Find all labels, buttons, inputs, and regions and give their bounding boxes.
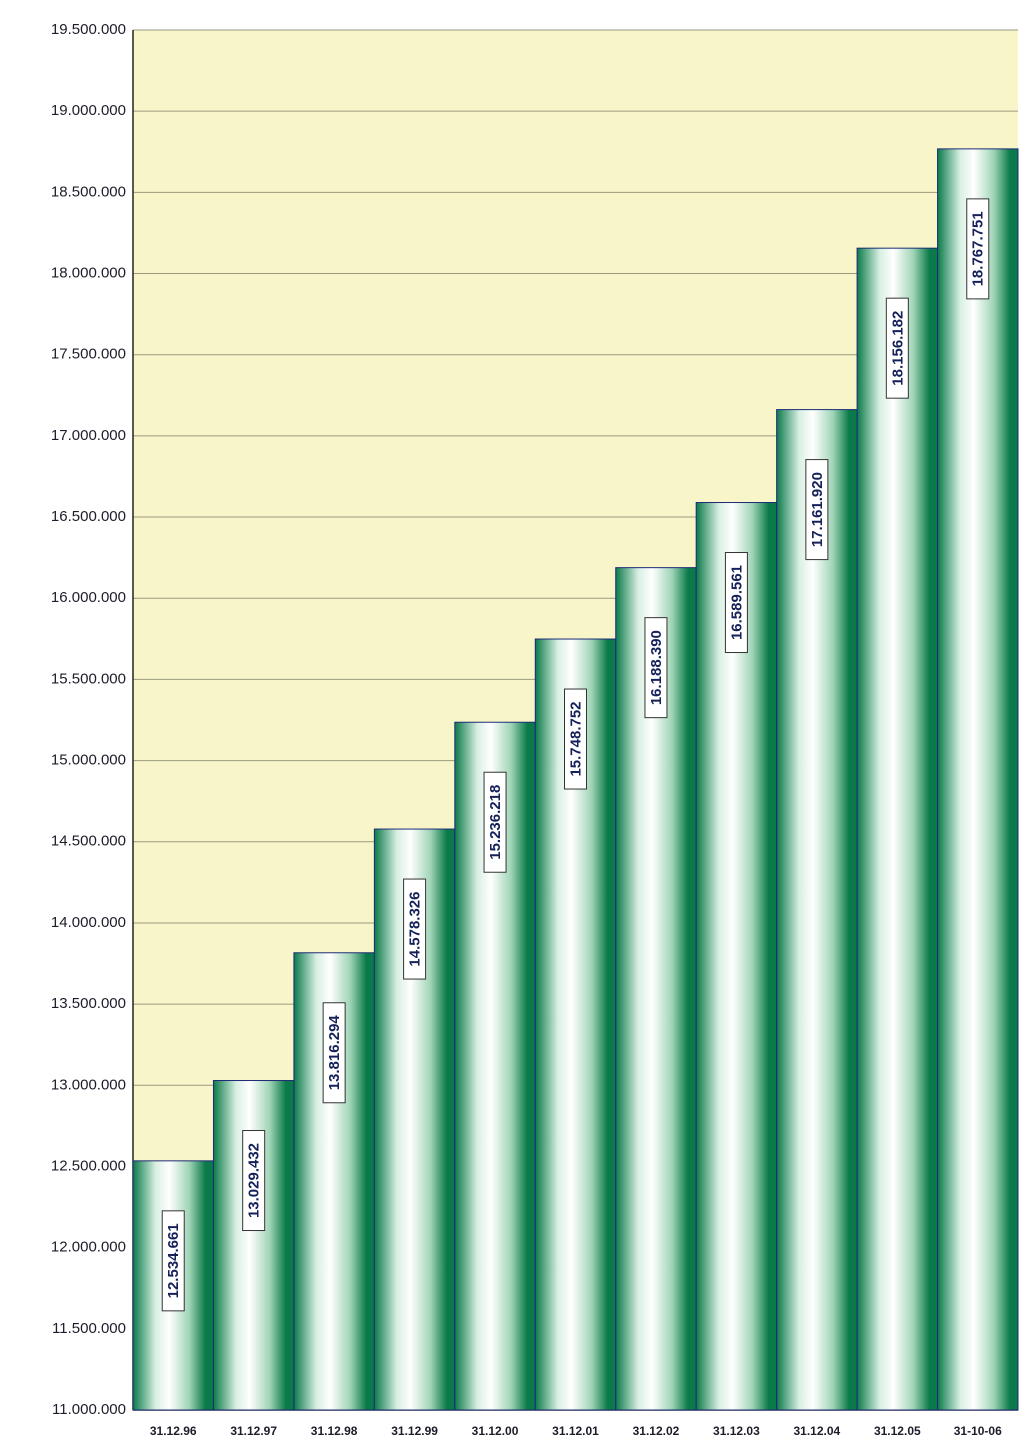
y-tick-label: 16.000.000 — [51, 589, 126, 606]
y-tick-label: 12.000.000 — [51, 1239, 126, 1256]
y-tick-label: 13.000.000 — [51, 1076, 126, 1093]
x-tick-label: 31.12.99 — [391, 1424, 438, 1438]
value-label-group: 16.589.561 — [724, 552, 748, 654]
value-label: 16.589.561 — [728, 565, 745, 640]
value-label: 13.029.432 — [246, 1143, 263, 1218]
value-label-box — [644, 617, 668, 719]
value-label-group: 13.816.294 — [322, 1002, 346, 1104]
x-tick-label: 31.12.98 — [311, 1424, 358, 1438]
value-label-box — [242, 1130, 266, 1232]
y-tick-label: 18.500.000 — [51, 183, 126, 200]
value-label-box — [966, 198, 990, 300]
x-tick-label: 31.12.97 — [230, 1424, 277, 1438]
x-tick-label: 31.12.05 — [874, 1424, 921, 1438]
y-tick-label: 14.500.000 — [51, 833, 126, 850]
value-label-group: 12.534.661 — [161, 1210, 185, 1312]
y-tick-label: 12.500.000 — [51, 1157, 126, 1174]
x-tick-label: 31.12.96 — [150, 1424, 197, 1438]
x-tick-label: 31.12.04 — [794, 1424, 841, 1438]
value-label: 16.188.390 — [648, 630, 665, 705]
value-label-box — [885, 297, 909, 399]
value-label: 18.156.182 — [889, 311, 906, 386]
y-tick-label: 11.500.000 — [52, 1320, 126, 1337]
value-label: 15.236.218 — [487, 785, 504, 860]
value-label-box — [403, 878, 427, 980]
value-label-group: 17.161.920 — [805, 459, 829, 561]
bar — [776, 409, 858, 1411]
y-tick-label: 19.500.000 — [51, 21, 126, 38]
value-label-group: 16.188.390 — [644, 617, 668, 719]
value-label-box — [724, 552, 748, 654]
x-tick-label: 31-10-06 — [954, 1424, 1002, 1438]
y-tick-label: 16.500.000 — [51, 508, 126, 525]
value-label-group: 13.029.432 — [242, 1130, 266, 1232]
value-label-group: 15.748.752 — [564, 688, 587, 790]
bar — [937, 148, 1019, 1411]
value-label-box — [564, 688, 587, 790]
value-label: 12.534.661 — [165, 1223, 182, 1298]
value-label-group: 18.767.751 — [966, 198, 990, 300]
y-tick-label: 17.500.000 — [51, 346, 126, 363]
bar — [212, 1080, 295, 1411]
value-label-box — [161, 1210, 185, 1312]
bar — [695, 502, 778, 1411]
value-label-group: 18.156.182 — [885, 297, 909, 399]
value-label: 13.816.294 — [326, 1015, 343, 1091]
value-label-box — [483, 771, 507, 873]
value-label-group: 14.578.326 — [403, 878, 427, 980]
value-label: 14.578.326 — [407, 892, 424, 967]
x-tick-label: 31.12.02 — [633, 1424, 680, 1438]
value-label: 18.767.751 — [970, 211, 987, 286]
value-label-group: 15.236.218 — [483, 771, 507, 873]
x-tick-label: 31.12.00 — [472, 1424, 519, 1438]
y-tick-label: 15.500.000 — [51, 670, 126, 687]
value-label: 17.161.920 — [809, 472, 826, 547]
value-label: 15.748.752 — [567, 701, 584, 776]
y-tick-label: 14.000.000 — [51, 914, 126, 931]
y-tick-label: 18.000.000 — [51, 264, 126, 281]
bar — [856, 247, 939, 1411]
value-label-box — [805, 459, 829, 561]
x-tick-label: 31.12.01 — [552, 1424, 599, 1438]
y-tick-label: 11.000.000 — [52, 1401, 126, 1418]
x-tick-label: 31.12.03 — [713, 1424, 760, 1438]
y-tick-label: 15.000.000 — [51, 752, 126, 769]
y-tick-label: 13.500.000 — [51, 995, 126, 1012]
y-tick-label: 17.000.000 — [51, 427, 126, 444]
y-tick-label: 19.000.000 — [51, 102, 126, 119]
value-label-box — [322, 1002, 346, 1104]
